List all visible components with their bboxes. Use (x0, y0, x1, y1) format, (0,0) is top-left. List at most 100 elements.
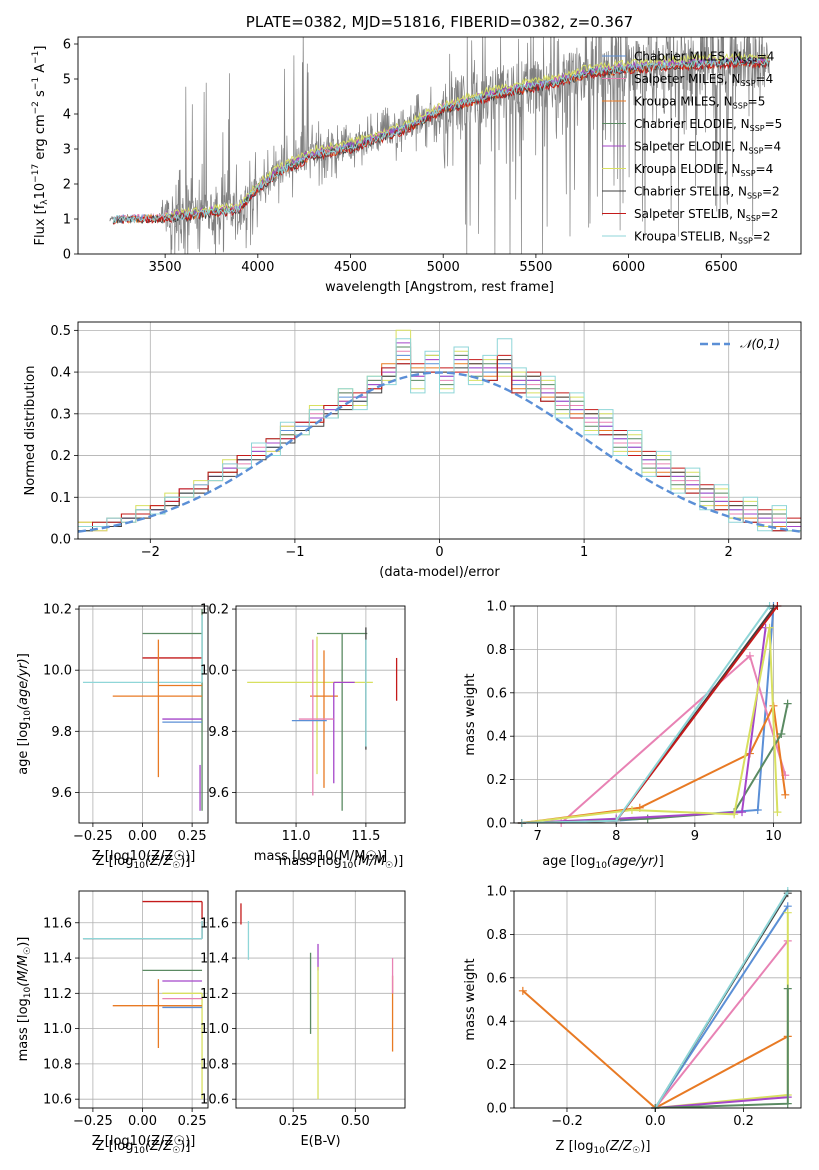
y-tick-label: 0.6 (486, 971, 507, 986)
x-tick-label: 7 (533, 829, 541, 844)
axes-frame (235, 605, 406, 824)
y-tick-label: 10.6 (43, 1093, 72, 1108)
y-tick-label: 10.2 (200, 603, 229, 618)
x-tick-label: 4500 (334, 260, 367, 275)
y-tick-label: 5 (63, 73, 71, 88)
x-tick-label: 0 (435, 545, 443, 560)
y-tick-label: 0.8 (486, 643, 507, 658)
y-tick-label: 0.1 (50, 491, 71, 506)
x-tick-label: 6000 (612, 260, 645, 275)
x-tick-label: 2 (725, 545, 733, 560)
y-tick-label: 0.0 (50, 533, 71, 548)
legend-label: Chabrier STELIB, NSSP=2 (634, 185, 780, 201)
x-axis-label: wavelength [Angstrom, rest frame] (325, 280, 554, 295)
data-point-marker (738, 808, 747, 817)
mass-weight-line (521, 606, 775, 823)
y-tick-label: 1 (63, 213, 71, 228)
axes-frame (513, 890, 802, 1109)
data-point-marker (753, 805, 762, 814)
legend-label: Kroupa MILES, NSSP=5 (634, 95, 765, 111)
y-tick-label: 10.0 (43, 664, 72, 679)
y-tick-label: 3 (63, 143, 71, 158)
axes-frame (77, 36, 802, 255)
observed-spectrum (109, 37, 770, 254)
y-tick-label: 6 (63, 38, 71, 53)
x-axis-label: Z [log10(Z/Z☉)] (96, 854, 191, 871)
x-tick-label: −1 (285, 545, 304, 560)
mass-weight-line (521, 607, 775, 823)
x-tick-label: 0.00 (128, 1114, 157, 1129)
y-axis-label: mass weight (463, 958, 478, 1040)
mass-weight-line (654, 905, 789, 1108)
chart-title: PLATE=0382, MJD=51816, FIBERID=0382, z=0… (246, 13, 633, 31)
x-tick-label: −0.25 (73, 829, 113, 844)
x-tick-label: 0.25 (178, 829, 207, 844)
y-tick-label: 10.2 (43, 603, 72, 618)
x-tick-label: 5500 (519, 260, 552, 275)
x-tick-label: 9 (691, 829, 699, 844)
x-tick-label: 8 (612, 829, 620, 844)
x-tick-label: 11.0 (282, 829, 311, 844)
axes-frame (78, 605, 209, 824)
x-tick-label: −0.2 (551, 1114, 583, 1129)
data-point-marker (745, 651, 754, 660)
residual-histogram (78, 338, 801, 532)
data-point-marker (777, 730, 786, 739)
y-tick-label: 11.2 (43, 987, 72, 1002)
y-tick-label: 10.8 (43, 1057, 72, 1072)
y-tick-label: 1.0 (486, 885, 507, 900)
x-tick-label: 0.25 (178, 1114, 207, 1129)
y-tick-label: 0.2 (486, 773, 507, 788)
model-line (112, 58, 770, 225)
mass-weight-line (521, 606, 771, 823)
y-tick-label: 11.6 (200, 916, 229, 931)
x-tick-label: 0.25 (279, 1114, 308, 1129)
y-axis-label: mass [log10(M/M☉)] (16, 937, 33, 1062)
y-tick-label: 11.4 (200, 952, 229, 967)
data-point-marker (773, 808, 782, 817)
axes-frame (77, 321, 802, 540)
y-tick-label: 0.3 (50, 407, 71, 422)
mass-weight-line (654, 940, 789, 1108)
y-tick-label: 0.0 (486, 1102, 507, 1117)
x-tick-label: 4000 (241, 260, 274, 275)
x-tick-label: 0.0 (645, 1114, 666, 1129)
y-tick-label: 9.8 (208, 725, 229, 740)
legend-label: Kroupa ELODIE, NSSP=4 (634, 162, 773, 178)
x-tick-label: −0.25 (73, 1114, 113, 1129)
y-tick-label: 11.0 (200, 1022, 229, 1037)
y-tick-label: 11.0 (43, 1022, 72, 1037)
x-axis-label: (data-model)/error (379, 565, 500, 580)
y-tick-label: 0.4 (486, 1015, 507, 1030)
axes-frame (78, 890, 209, 1109)
y-tick-label: 10.8 (200, 1057, 229, 1072)
x-axis-label: mass [log10(M/M☉)] (254, 849, 387, 864)
legend-label: Salpeter MILES, NSSP=4 (634, 72, 773, 88)
x-tick-label: 0.2 (733, 1114, 754, 1129)
x-tick-label: 0.00 (128, 829, 157, 844)
x-axis-label: Z [log10(Z/Z☉)] (92, 1134, 196, 1149)
axes-layer (74, 36, 802, 1112)
y-tick-label: 0.0 (486, 817, 507, 832)
mass-weight-line (522, 990, 789, 1108)
legend-label: Kroupa STELIB, NSSP=2 (634, 230, 771, 246)
legend-label: 𝒩(0,1) (740, 337, 780, 351)
y-tick-label: 11.2 (200, 987, 229, 1002)
x-tick-label: 1 (580, 545, 588, 560)
legend-label: Chabrier ELODIE, NSSP=5 (634, 117, 782, 133)
legend-label: Chabrier MILES, NSSP=4 (634, 50, 774, 66)
y-axis-label: Normed distribution (23, 366, 38, 496)
x-tick-label: −2 (141, 545, 160, 560)
y-tick-label: 9.6 (208, 786, 229, 801)
y-tick-label: 0.4 (486, 730, 507, 745)
y-tick-label: 2 (63, 178, 71, 193)
x-axis-label: E(B-V) (300, 1134, 340, 1149)
y-tick-label: 1.0 (486, 600, 507, 615)
data-point-marker (783, 699, 792, 708)
mass-weight-line (654, 891, 789, 1108)
x-axis-label: age [log10(age/yr)] (542, 854, 664, 871)
data-point-marker (781, 790, 790, 799)
mass-weight-line (521, 627, 767, 823)
mass-weight-line (521, 702, 787, 823)
